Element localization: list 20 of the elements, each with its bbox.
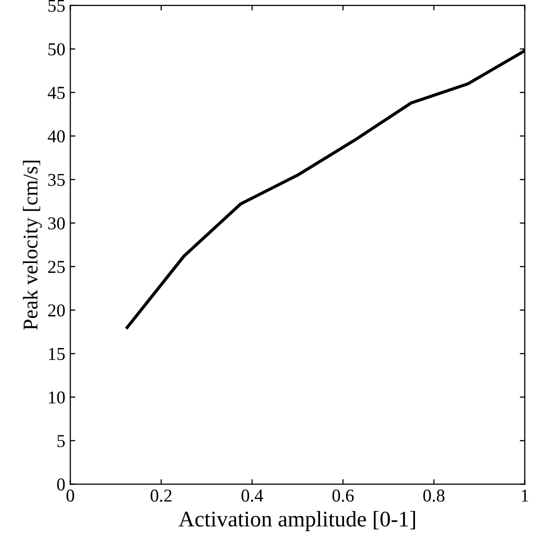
x-tick-label: 0.4: [242, 490, 264, 502]
y-tick-label: 50: [48, 43, 65, 56]
y-tick-label: 15: [49, 348, 65, 360]
y-axis-title: Peak velocity [cm/s]: [22, 160, 42, 330]
y-tick-label: 35: [48, 174, 65, 186]
y-tick-label: 20: [48, 304, 65, 317]
x-tick-label: 0: [66, 490, 74, 502]
y-tick-label: 5: [57, 435, 65, 448]
y-tick-label: 10: [49, 391, 65, 404]
y-tick-label: 25: [48, 260, 65, 273]
x-tick-label: 0.2: [150, 490, 172, 502]
y-tick-label: 30: [48, 217, 65, 230]
x-tick-label: 0.8: [423, 490, 444, 502]
y-tick-label: 0: [57, 478, 65, 491]
x-tick-label: 0.6: [332, 490, 354, 502]
y-tick-label: 40: [48, 130, 65, 142]
x-tick-label: 1: [522, 490, 528, 502]
y-tick-label: 45: [48, 86, 65, 99]
x-axis-title: Activation amplitude [0-1]: [178, 510, 416, 532]
y-tick-label: 55: [48, 0, 65, 12]
